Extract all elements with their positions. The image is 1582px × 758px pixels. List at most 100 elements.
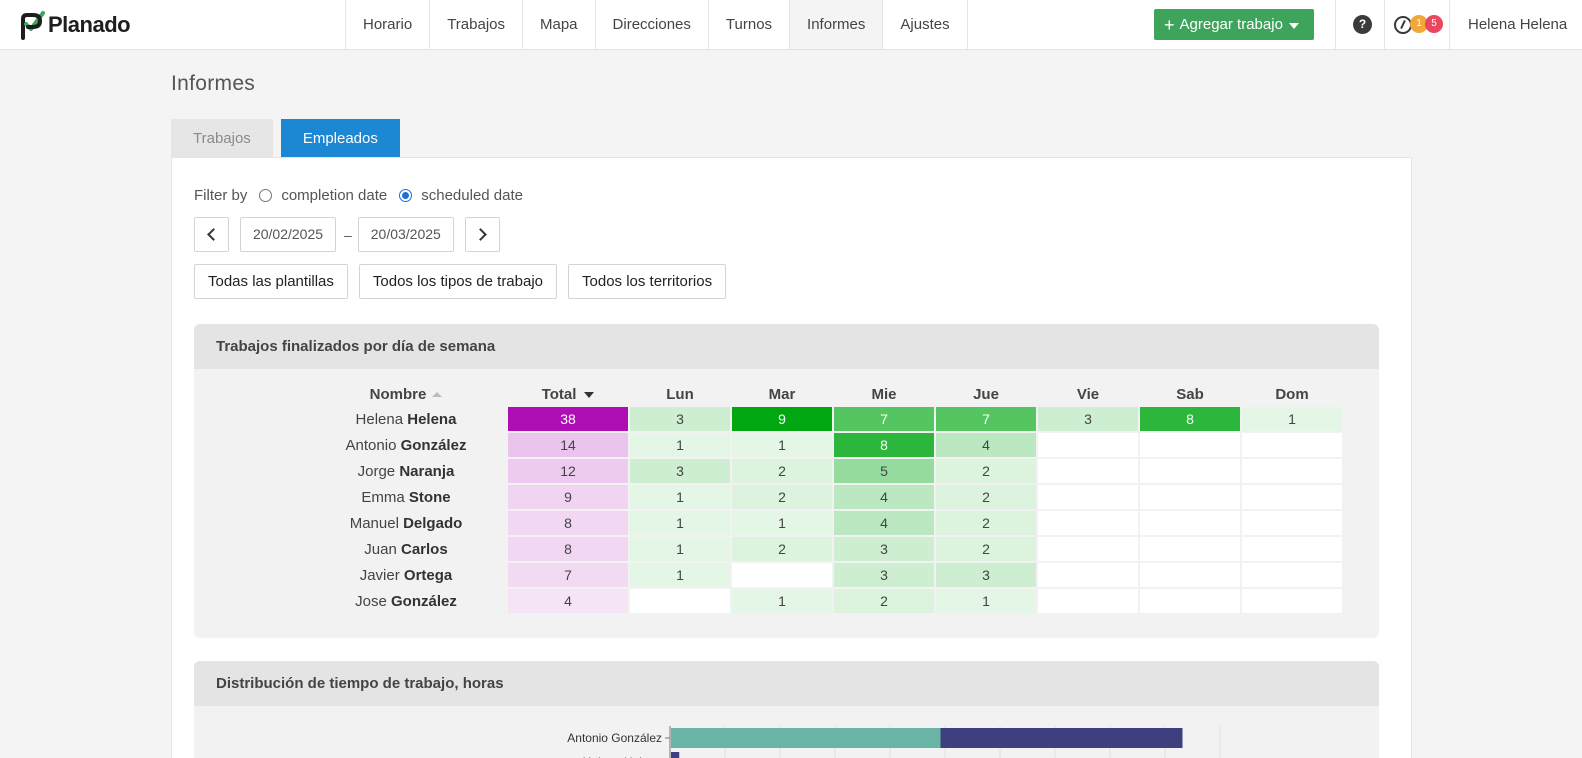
day-cell bbox=[1038, 459, 1138, 483]
nav-horario[interactable]: Horario bbox=[346, 0, 431, 49]
col-mie[interactable]: Mie bbox=[871, 385, 897, 403]
radio-completion-date-label[interactable]: completion date bbox=[281, 187, 388, 204]
card-title: Trabajos finalizados por día de semana bbox=[194, 324, 1379, 369]
day-cell bbox=[1038, 485, 1138, 509]
next-period-button[interactable] bbox=[464, 217, 500, 252]
divider bbox=[1384, 0, 1385, 49]
notification-badge-orange[interactable]: 1 bbox=[1410, 15, 1428, 33]
day-cell: 4 bbox=[936, 433, 1036, 457]
col-sab[interactable]: Sab bbox=[1176, 385, 1204, 403]
card-title: Distribución de tiempo de trabajo, horas bbox=[194, 661, 1379, 706]
employee-last-name: Ortega bbox=[403, 566, 453, 584]
nav-trabajos[interactable]: Trabajos bbox=[430, 0, 523, 49]
territories-select[interactable]: Todos los territorios bbox=[568, 264, 727, 299]
radio-scheduled-date[interactable] bbox=[399, 189, 413, 202]
logo[interactable]: Planado bbox=[20, 10, 131, 40]
nav-direcciones[interactable]: Direcciones bbox=[596, 0, 709, 49]
help-icon[interactable]: ? bbox=[1353, 15, 1372, 34]
heatmap-header-row: Nombre Total Lun Mar Mie Jue Vie Sab Dom bbox=[306, 383, 1342, 405]
employee-last-name: González bbox=[391, 592, 457, 610]
employee-last-name: Carlos bbox=[401, 540, 448, 558]
chevron-left-icon bbox=[206, 228, 220, 241]
total-cell: 14 bbox=[508, 433, 628, 457]
day-cell: 3 bbox=[834, 537, 934, 561]
day-cell: 7 bbox=[936, 407, 1036, 431]
templates-select[interactable]: Todas las plantillas bbox=[194, 264, 348, 299]
col-vie[interactable]: Vie bbox=[1076, 385, 1100, 403]
day-cell: 2 bbox=[936, 485, 1036, 509]
user-menu[interactable]: Helena Helena bbox=[1468, 16, 1568, 33]
day-cell bbox=[1038, 433, 1138, 457]
day-cell: 3 bbox=[1038, 407, 1138, 431]
day-cell bbox=[1140, 485, 1240, 509]
table-row: Helena Helena 38 3 9 7 7 3 8 1 bbox=[306, 407, 1342, 431]
bar-segment-1-0[interactable] bbox=[671, 728, 941, 748]
employee-first-name: Manuel bbox=[349, 514, 399, 532]
day-cell: 3 bbox=[936, 563, 1036, 587]
nav-turnos[interactable]: Turnos bbox=[709, 0, 791, 49]
day-cell: 2 bbox=[732, 485, 832, 509]
notification-badge-red[interactable]: 5 bbox=[1425, 15, 1443, 33]
filter-label: Filter by bbox=[194, 187, 248, 204]
nav-informes[interactable]: Informes bbox=[790, 0, 884, 49]
tab-empleados[interactable]: Empleados bbox=[280, 119, 400, 158]
nav-mapa[interactable]: Mapa bbox=[523, 0, 596, 49]
col-dom[interactable]: Dom bbox=[1275, 385, 1309, 403]
page-title: Informes bbox=[171, 72, 256, 95]
tab-trabajos[interactable]: Trabajos bbox=[171, 119, 273, 158]
employee-name: Antonio González bbox=[306, 433, 506, 457]
day-cell bbox=[1242, 537, 1342, 561]
date-range: 20/02/2025 – 20/03/2025 bbox=[194, 217, 500, 252]
day-cell: 2 bbox=[732, 459, 832, 483]
col-nombre[interactable]: Nombre bbox=[306, 383, 506, 405]
day-cell: 2 bbox=[834, 589, 934, 613]
day-cell: 2 bbox=[936, 459, 1036, 483]
day-cell bbox=[1140, 537, 1240, 561]
employee-first-name: Helena bbox=[355, 410, 404, 428]
table-row: Juan Carlos 8 1 2 3 2 bbox=[306, 537, 1342, 561]
table-row: Jorge Naranja 12 3 2 5 2 bbox=[306, 459, 1342, 483]
day-cell bbox=[1038, 589, 1138, 613]
col-jue[interactable]: Jue bbox=[973, 385, 999, 403]
day-cell: 8 bbox=[1140, 407, 1240, 431]
day-cell bbox=[732, 563, 832, 587]
date-to-input[interactable]: 20/03/2025 bbox=[357, 217, 454, 252]
employee-last-name: Naranja bbox=[399, 462, 455, 480]
employee-first-name: Javier bbox=[359, 566, 400, 584]
total-cell: 8 bbox=[508, 511, 628, 535]
day-cell: 2 bbox=[936, 537, 1036, 561]
table-row: Emma Stone 9 1 2 4 2 bbox=[306, 485, 1342, 509]
prev-period-button[interactable] bbox=[194, 217, 229, 252]
day-cell: 3 bbox=[630, 407, 730, 431]
day-cell bbox=[1242, 589, 1342, 613]
radio-completion-date[interactable] bbox=[259, 189, 273, 202]
employee-name: Javier Ortega bbox=[306, 563, 506, 587]
day-cell: 1 bbox=[1242, 407, 1342, 431]
day-cell: 3 bbox=[834, 563, 934, 587]
employee-name: Jorge Naranja bbox=[306, 459, 506, 483]
day-cell: 1 bbox=[732, 433, 832, 457]
day-cell bbox=[1140, 511, 1240, 535]
total-cell: 9 bbox=[508, 485, 628, 509]
bar-segment-2-1[interactable] bbox=[671, 752, 680, 758]
day-cell: 8 bbox=[834, 433, 934, 457]
col-lun[interactable]: Lun bbox=[666, 385, 694, 403]
employee-last-name: González bbox=[400, 436, 467, 454]
col-total[interactable]: Total bbox=[508, 383, 628, 405]
employee-name: Jose González bbox=[306, 589, 506, 613]
date-from-input[interactable]: 20/02/2025 bbox=[240, 217, 336, 252]
employee-name: Helena Helena bbox=[306, 407, 506, 431]
job-types-select[interactable]: Todos los tipos de trabajo bbox=[358, 264, 558, 299]
main-nav: Horario Trabajos Mapa Direcciones Turnos… bbox=[345, 0, 968, 49]
day-cell bbox=[1140, 589, 1240, 613]
bar-segment-2-0[interactable] bbox=[940, 728, 1183, 748]
chevron-right-icon bbox=[474, 228, 488, 241]
day-cell bbox=[1242, 563, 1342, 587]
day-cell bbox=[1038, 537, 1138, 561]
radio-scheduled-date-label[interactable]: scheduled date bbox=[421, 187, 523, 204]
total-cell: 8 bbox=[508, 537, 628, 561]
add-job-button[interactable]: + Agregar trabajo bbox=[1154, 9, 1314, 40]
col-mar[interactable]: Mar bbox=[768, 385, 796, 403]
day-cell: 1 bbox=[630, 511, 730, 535]
nav-ajustes[interactable]: Ajustes bbox=[883, 0, 968, 49]
